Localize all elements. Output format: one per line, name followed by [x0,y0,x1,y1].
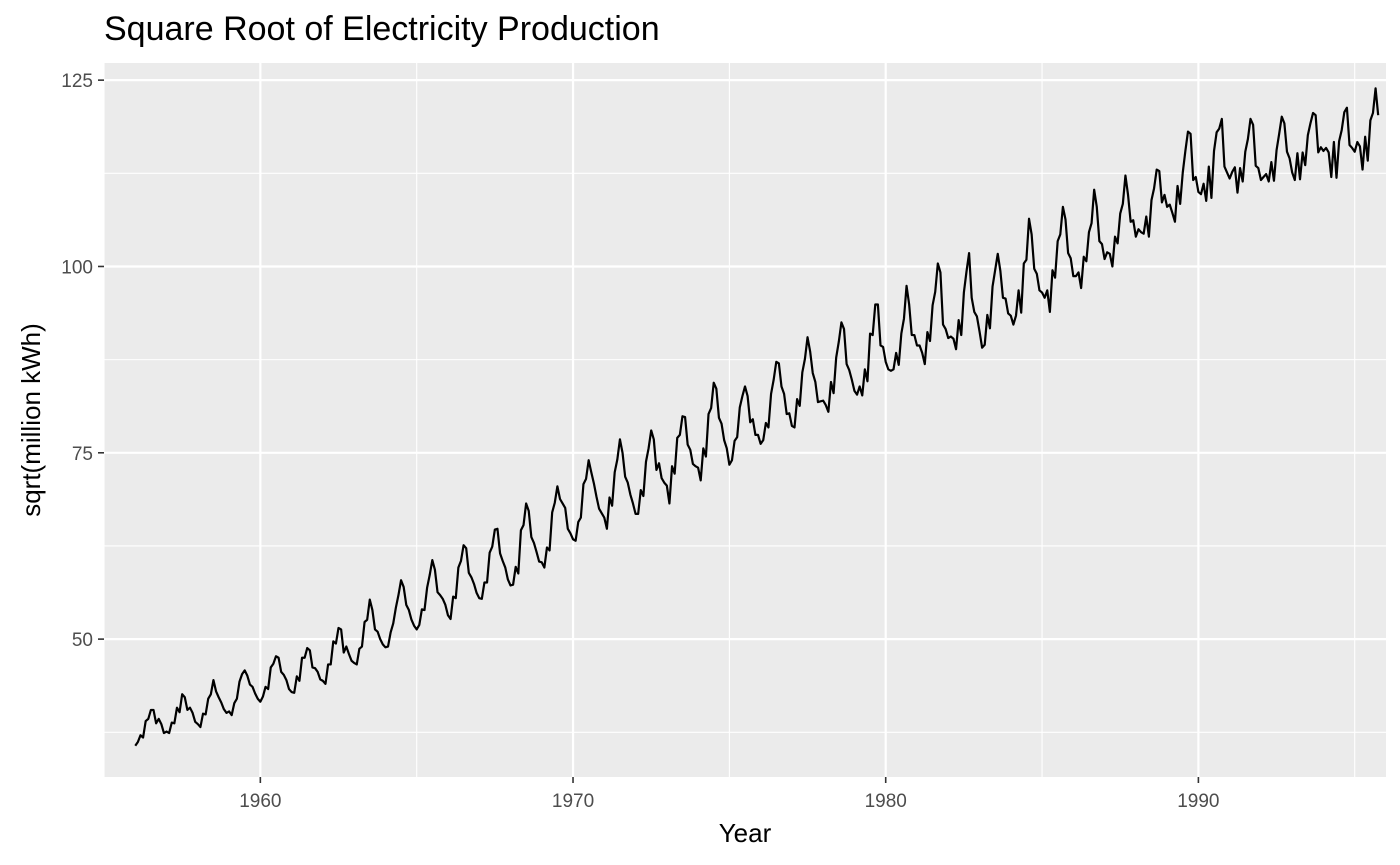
x-axis-title: Year [719,818,772,848]
major-gridlines [104,63,1386,777]
y-axis: 50 75 100 125 [61,71,104,651]
y-tick-label: 100 [61,257,93,278]
chart-title: Square Root of Electricity Production [104,10,660,48]
x-tick-label: 1980 [865,791,907,812]
x-tick-label: 1990 [1177,791,1219,812]
series-line [134,87,1380,747]
x-tick-label: 1970 [552,791,594,812]
y-tick-label: 75 [72,444,93,465]
x-tick-label: 1960 [239,791,281,812]
y-tick-label: 125 [61,71,93,92]
x-axis: 1960 1970 1980 1990 [239,777,1220,812]
plot-panel [104,63,1386,777]
minor-gridlines [103,63,1386,777]
y-axis-title: sqrt(million kWh) [16,323,46,517]
y-tick-label: 50 [72,630,93,651]
